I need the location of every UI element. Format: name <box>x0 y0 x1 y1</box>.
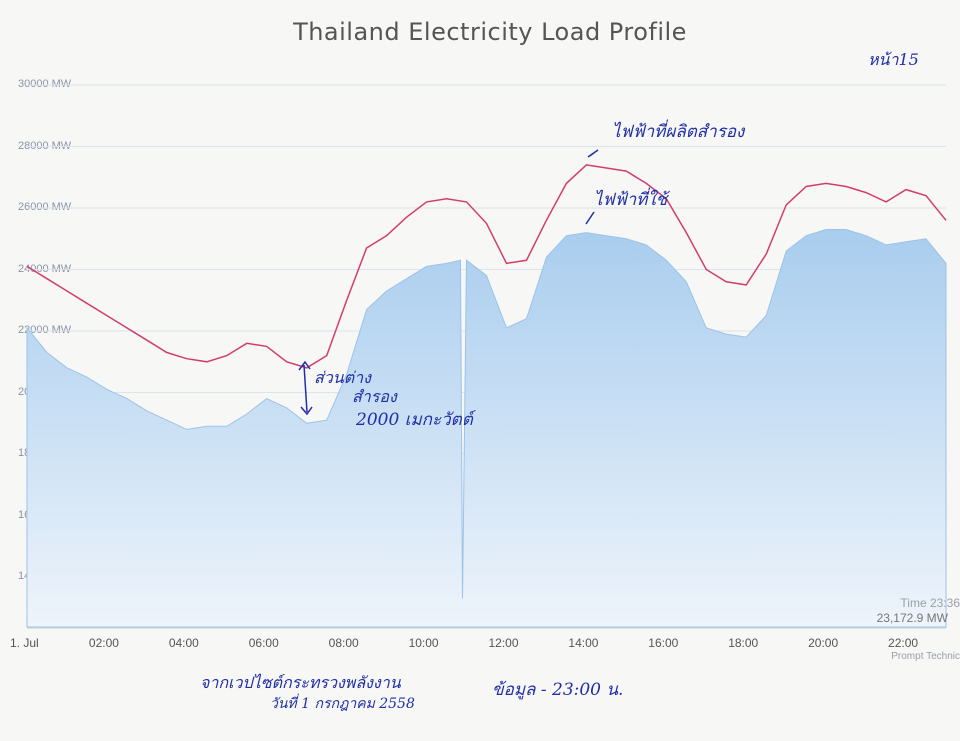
x-tick-label: 12:00 <box>488 636 519 650</box>
reserve-note: ไฟฟ้าที่ผลิตสำรอง <box>612 122 745 142</box>
x-tick-label: 04:00 <box>168 636 199 650</box>
y-tick-label: 30000 MW <box>18 78 72 90</box>
info-time: Time 23:36 <box>900 596 960 610</box>
x-tick-label: 02:00 <box>88 636 119 650</box>
difference-note-2: สำรอง <box>352 387 397 406</box>
demand-pointer-arrow <box>585 211 595 225</box>
demand-note: ไฟฟ้าที่ใช้ <box>594 190 668 210</box>
chart-title: Thailand Electricity Load Profile <box>293 18 687 46</box>
demand-area <box>26 229 947 628</box>
source-note-2: วันที่ 1 กรกฎาคม 2558 <box>270 696 415 712</box>
x-tick-label: 10:00 <box>408 636 439 650</box>
info-value: 23,172.9 MW <box>876 611 948 625</box>
page-ref-note: หน้า15 <box>868 50 919 69</box>
difference-note-1: ส่วนต่าง <box>314 368 371 387</box>
x-tick-label: 22:00 <box>888 636 919 650</box>
credit: Prompt Technic <box>891 651 960 662</box>
y-tick-label: 26000 MW <box>18 201 72 213</box>
y-tick-label: 28000 MW <box>18 139 72 152</box>
x-tick-label: 06:00 <box>248 636 279 650</box>
source-note-1: จากเวปไซต์กระทรวงพลังงาน <box>200 673 401 692</box>
x-tick-label: 14:00 <box>568 636 599 650</box>
data-time-note: ข้อมูล - 23:00 น. <box>492 680 624 700</box>
x-tick-label: 16:00 <box>648 636 679 650</box>
difference-marker <box>298 360 313 416</box>
reserve-line <box>26 164 947 369</box>
x-tick-label: 20:00 <box>808 636 839 650</box>
x-tick-label: 18:00 <box>728 636 759 650</box>
difference-note-3: 2000 เมกะวัตต์ <box>356 410 473 430</box>
reserve-pointer-arrow <box>587 149 599 158</box>
y-tick-label: 24000 MW <box>18 262 72 275</box>
x-tick-label: 1. Jul <box>10 636 39 650</box>
x-tick-label: 08:00 <box>328 636 359 650</box>
